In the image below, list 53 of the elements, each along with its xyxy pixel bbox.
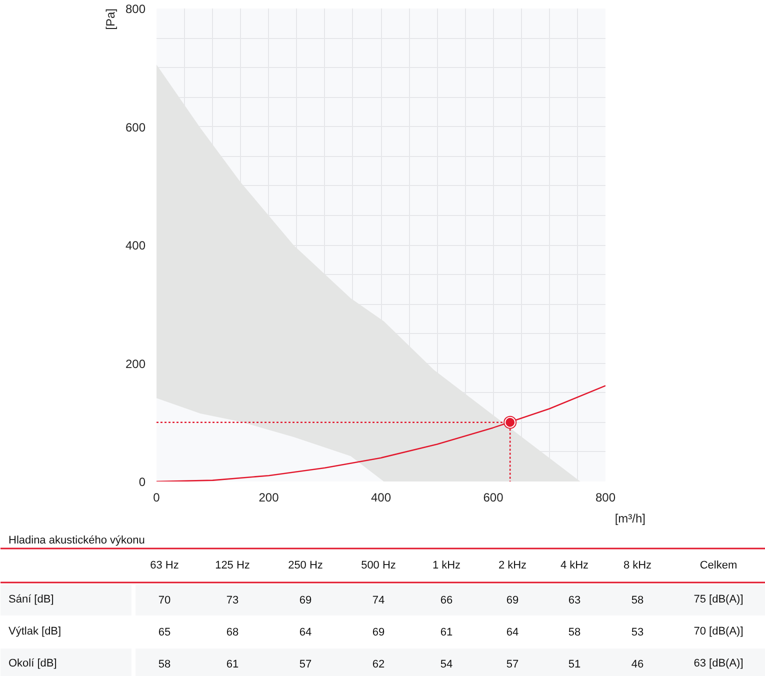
category-label: Celkem — [700, 560, 738, 572]
text: 54 — [440, 658, 453, 670]
y-axis-title: [Pa] — [104, 8, 118, 30]
text: 74 — [372, 594, 385, 606]
text: 57 — [506, 658, 519, 670]
text: 64 — [299, 626, 312, 638]
y-tick-label: 0 — [138, 475, 146, 489]
text: 70 — [158, 594, 171, 606]
text: 58 — [568, 626, 581, 638]
text: 58 — [631, 594, 644, 606]
x-tick-label: 800 — [595, 490, 616, 504]
category-label: 63 Hz — [150, 560, 179, 572]
x-tick-label: 600 — [483, 490, 504, 504]
y-tick-label: 600 — [125, 120, 146, 134]
category-label: 500 Hz — [361, 560, 396, 572]
text: 65 — [158, 626, 171, 638]
category-label: 1 kHz — [432, 560, 461, 572]
text: 69 — [372, 626, 385, 638]
category-label: Sání [dB] — [8, 594, 54, 606]
text: 63 [dB(A)] — [694, 658, 744, 670]
text: 58 — [158, 658, 171, 670]
category-label: 125 Hz — [215, 560, 250, 572]
y-tick-label: 800 — [125, 2, 146, 16]
text: 62 — [372, 658, 385, 670]
x-tick-label: 200 — [258, 490, 280, 504]
text: 75 [dB(A)] — [694, 594, 744, 606]
text: 68 — [226, 626, 239, 638]
text: 61 — [226, 658, 239, 670]
text: 53 — [631, 626, 644, 638]
category-label: 8 kHz — [623, 560, 652, 572]
category-label: Výtlak [dB] — [8, 626, 62, 638]
text: 70 [dB(A)] — [694, 626, 744, 638]
category-label: 2 kHz — [498, 560, 527, 572]
y-tick-label: 400 — [125, 238, 146, 252]
category-label: 4 kHz — [560, 560, 589, 572]
text: 64 — [506, 626, 519, 638]
category-label: Okolí [dB] — [8, 658, 57, 670]
text: 61 — [440, 626, 453, 638]
text: 69 — [299, 594, 312, 606]
line-series — [156, 385, 606, 482]
category-label: 250 Hz — [288, 560, 323, 572]
text: 46 — [631, 658, 644, 670]
text: Hladina akustického výkonu — [8, 534, 145, 546]
x-tick-label: 0 — [153, 490, 160, 504]
x-tick-label: 400 — [370, 490, 392, 504]
text: 69 — [506, 594, 519, 606]
text: 63 — [568, 594, 581, 606]
text: 66 — [440, 594, 453, 606]
x-axis-title: [m³/h] — [614, 512, 646, 526]
text: 51 — [568, 658, 581, 670]
y-tick-label: 200 — [125, 356, 146, 371]
text: 73 — [226, 594, 239, 606]
text: 57 — [299, 658, 312, 670]
